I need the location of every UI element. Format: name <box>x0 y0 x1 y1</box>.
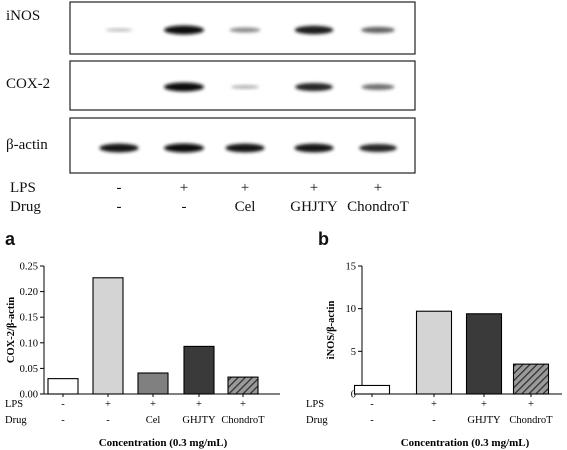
blot-drug-2: - <box>181 199 187 215</box>
bar-1 <box>47 378 79 395</box>
drug-label: Drug <box>306 415 328 426</box>
x-axis-label: Concentration (0.3 mg/mL) <box>401 437 530 449</box>
blot-band <box>99 143 139 153</box>
blot-band <box>164 143 204 153</box>
lps-value-4: + <box>528 399 534 410</box>
y-tick-label: 0.20 <box>20 287 38 298</box>
lps-value-2: + <box>431 399 437 410</box>
lps-value-1: - <box>61 399 65 410</box>
drug-value-1: - <box>370 415 374 426</box>
y-axis-label: COX-2/β-actin <box>6 297 17 363</box>
blot-label-cox2: COX-2 <box>6 76 51 92</box>
blot-lps-2: + <box>179 180 189 196</box>
drug-label: Drug <box>5 415 27 426</box>
y-tick-label: 0 <box>351 390 356 401</box>
drug-value-3: GHJTY <box>467 415 501 426</box>
drug-value-5: ChondroT <box>221 415 265 426</box>
blot-label-bactin: β-actin <box>6 137 48 153</box>
y-tick-label: 0.10 <box>20 338 38 349</box>
lps-label: LPS <box>306 399 324 410</box>
blot-band <box>361 26 395 34</box>
y-tick-label: 15 <box>346 262 357 273</box>
blot-band <box>164 25 204 35</box>
lps-row-label: LPS <box>10 180 36 196</box>
blot-band <box>295 82 333 92</box>
blot-lps-4: + <box>309 180 319 196</box>
blot-drug-3: Cel <box>234 199 256 215</box>
lps-value-2: + <box>105 399 111 410</box>
blot-lps-5: + <box>373 180 383 196</box>
blot-band <box>359 143 397 153</box>
y-tick-label: 0.15 <box>20 313 38 324</box>
blot-band <box>294 143 334 153</box>
lps-value-5: + <box>240 399 246 410</box>
drug-value-2: - <box>106 415 110 426</box>
bar-3 <box>137 372 169 395</box>
blot-band <box>105 28 133 32</box>
blot-band <box>230 85 260 89</box>
blot-band <box>164 82 204 92</box>
blot-drug-4: GHJTY <box>290 199 338 215</box>
panel-letter-b: b <box>318 229 329 249</box>
drug-value-1: - <box>61 415 65 426</box>
blot-band <box>361 84 395 90</box>
chart-inos: 0 5 10 15 iNOS/β-actin - - + - + GHJTY + ChondroT LPS… <box>306 262 562 449</box>
blot-label-inos: iNOS <box>6 8 41 24</box>
bar-4 <box>183 345 215 395</box>
lps-value-1: - <box>370 399 374 410</box>
blot-band <box>225 143 265 153</box>
blot-band <box>229 27 261 33</box>
drug-row-label: Drug <box>10 199 41 215</box>
y-tick-label: 10 <box>346 304 357 315</box>
lps-value-3: + <box>481 399 487 410</box>
bar-3 <box>465 313 503 395</box>
bar-2 <box>92 277 124 395</box>
drug-value-3: Cel <box>146 415 161 426</box>
bar-4 <box>512 363 550 395</box>
bar-2 <box>415 310 453 395</box>
blot-band <box>294 25 334 35</box>
chart-cox2: 0.00 0.05 0.10 0.15 0.20 0.25 COX-2/β-actin - - +… <box>5 262 280 449</box>
lps-value-3: + <box>150 399 156 410</box>
blot-drug-5: ChondroT <box>347 199 409 215</box>
lps-value-4: + <box>196 399 202 410</box>
blot-drug-1: - <box>116 199 122 215</box>
drug-value-2: - <box>432 415 436 426</box>
x-axis-label: Concentration (0.3 mg/mL) <box>99 437 228 449</box>
y-axis-label: iNOS/β-actin <box>326 301 337 360</box>
y-tick-label: 5 <box>351 347 356 358</box>
lps-label: LPS <box>5 399 23 410</box>
y-tick-label: 0.25 <box>20 262 38 273</box>
bar-5 <box>227 376 259 395</box>
blot-lps-3: + <box>240 180 250 196</box>
drug-value-4: GHJTY <box>182 415 216 426</box>
blot-lps-1: - <box>116 180 122 196</box>
bar-1 <box>353 384 391 395</box>
drug-value-4: ChondroT <box>509 415 553 426</box>
y-tick-label: 0.05 <box>20 364 38 375</box>
y-tick-label: 0.00 <box>20 390 38 401</box>
panel-letter-a: a <box>5 229 16 249</box>
blot-image <box>69 1 416 174</box>
